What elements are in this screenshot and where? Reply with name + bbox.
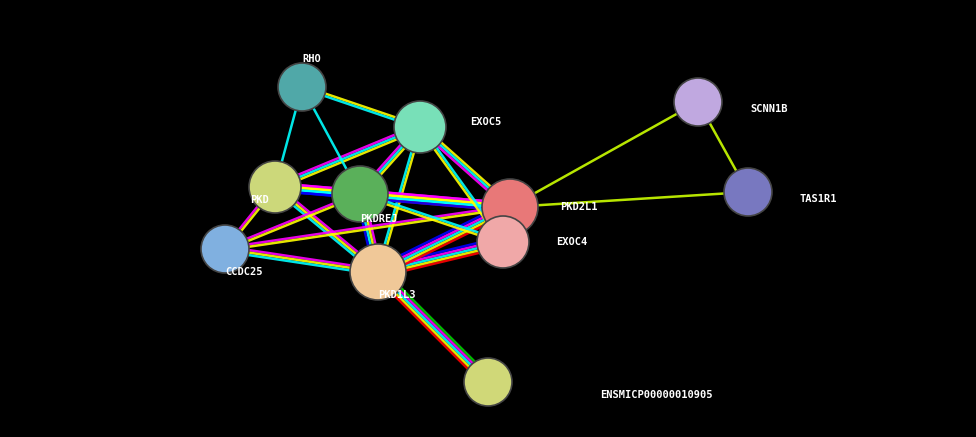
Text: PKDREJ: PKDREJ [360, 214, 397, 224]
Text: SCNN1B: SCNN1B [750, 104, 788, 114]
Circle shape [249, 161, 301, 213]
Circle shape [482, 179, 538, 235]
Text: ENSMICP00000010905: ENSMICP00000010905 [600, 390, 712, 400]
Circle shape [350, 244, 406, 300]
Text: PKD: PKD [250, 195, 268, 205]
Circle shape [724, 168, 772, 216]
Text: TAS1R1: TAS1R1 [800, 194, 837, 204]
Text: CCDC25: CCDC25 [225, 267, 263, 277]
Circle shape [201, 225, 249, 273]
Text: RHO: RHO [302, 54, 321, 64]
Circle shape [674, 78, 722, 126]
Circle shape [278, 63, 326, 111]
Text: EXOC4: EXOC4 [556, 237, 588, 247]
Text: PKD2L1: PKD2L1 [560, 202, 597, 212]
Text: EXOC5: EXOC5 [470, 117, 502, 127]
Text: PKD1L3: PKD1L3 [378, 290, 416, 300]
Circle shape [332, 166, 388, 222]
Circle shape [394, 101, 446, 153]
Circle shape [477, 216, 529, 268]
Circle shape [464, 358, 512, 406]
